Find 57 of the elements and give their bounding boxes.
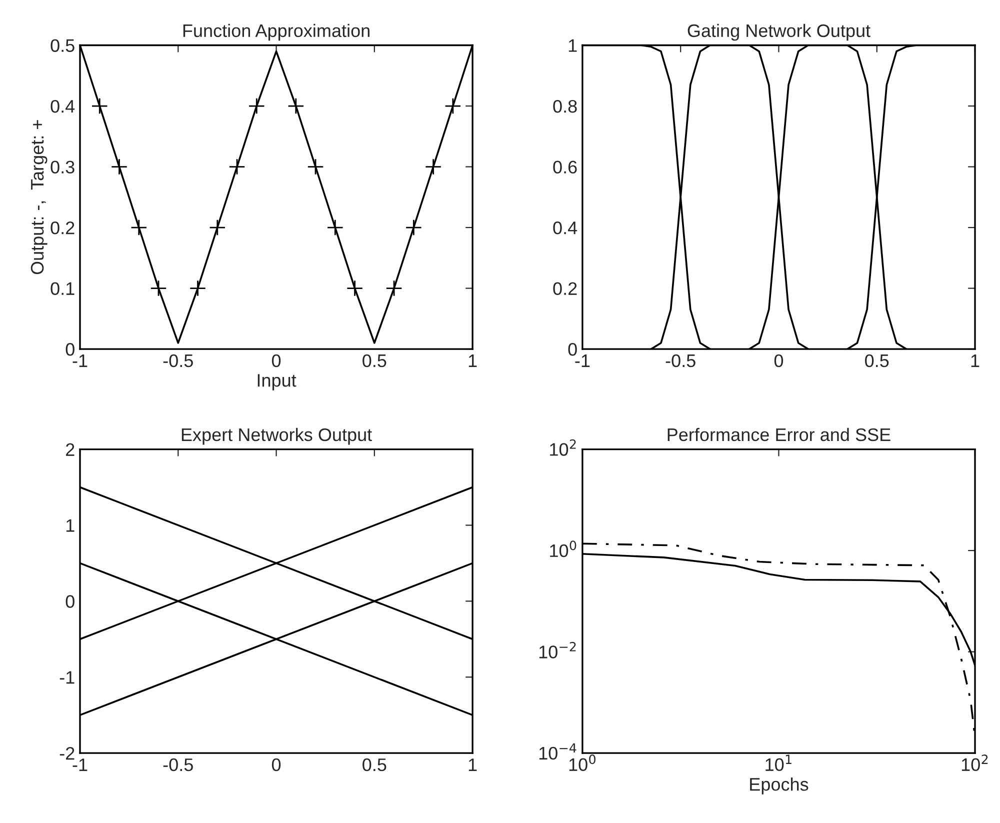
point [405,219,422,236]
chart-title: Performance Error and SSE [668,428,890,442]
point [288,98,304,114]
x-tick-label: -0.5 [163,354,193,368]
chart-title: Expert Networks Output [182,428,372,445]
x-tick-label: 10$^{2}$ [962,754,988,772]
x-tick-label: 0 [272,354,281,368]
y-tick-label: 10$^{0}$ [550,540,576,558]
y-tick-label: 10$^{−2}$ [539,642,576,658]
y-tick-label: -2 [60,746,74,760]
point [386,280,402,297]
x-tick-label: 0 [774,354,784,368]
y-tick-label: 0.8 [553,100,577,113]
point [209,219,226,236]
x-axis-title: Epochs [750,778,808,794]
y-tick-label: 0.5 [50,39,74,52]
x-tick-label: 1 [468,354,477,367]
x-tick-label: 10$^{1}$ [766,754,792,772]
point [91,98,108,114]
x-tick-label: 1 [468,758,477,771]
x-tick-label: 0.5 [362,354,386,368]
y-tick-label: 0.1 [50,282,74,295]
y-tick-label: 0 [66,342,74,356]
y-tick-label: 0 [568,342,577,356]
x-axis-title: Input [258,374,296,390]
point [248,98,265,114]
x-tick-label: 0.5 [362,758,386,772]
point [424,158,442,176]
y-tick-label: 2 [66,443,74,456]
point [444,98,462,114]
y-tick-label: 0.2 [553,282,577,295]
y-tick-label: 0 [66,595,74,608]
y-tick-label: -1 [60,671,74,684]
point [110,158,128,176]
point [307,158,324,176]
y-tick-label: 0.4 [553,221,578,234]
point [150,280,167,297]
chart-title: Function Approximation [183,24,370,41]
y-tick-label: 0.2 [50,221,74,234]
x-tick-label: 1 [971,354,980,367]
y-tick-label: 0.6 [553,160,577,174]
y-tick-label: 10$^{2}$ [550,439,576,456]
y-tick-label: 0.4 [50,100,75,113]
x-tick-label: -0.5 [163,758,193,772]
y-tick-label: 1 [66,519,74,532]
x-tick-label: -0.5 [666,354,696,368]
x-tick-label: 0 [272,758,281,772]
chart-title: Gating Network Output [688,24,870,41]
y-tick-label: 0.3 [50,160,74,174]
point [346,280,364,297]
point [189,280,206,297]
y-tick-label: 1 [568,39,577,52]
point [130,219,148,236]
point [228,158,246,176]
y-axis-title: Output: -, Target: + [30,120,48,274]
x-tick-label: 0.5 [865,354,889,368]
point [326,219,344,236]
